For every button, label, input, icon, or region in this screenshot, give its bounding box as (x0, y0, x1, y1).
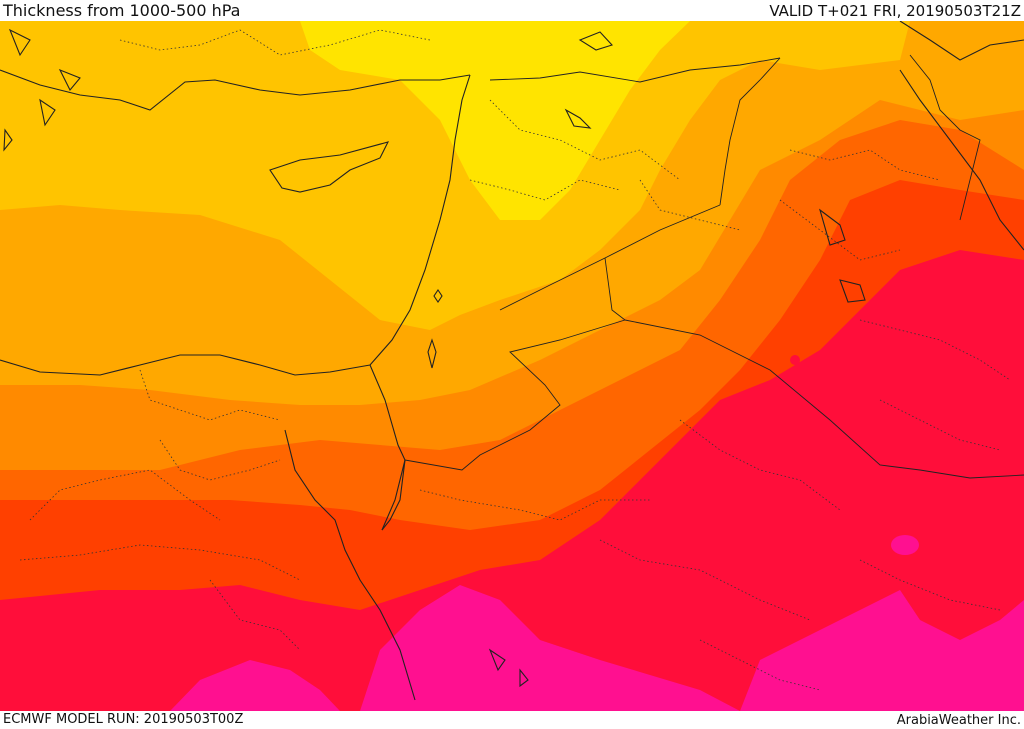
border-syria-iraq (719, 57, 781, 206)
border-jordan-iraq (604, 257, 626, 321)
border-iraq-saudi (624, 319, 1024, 479)
sea-of-galilee (433, 289, 443, 303)
levant-coast (369, 74, 471, 366)
coastlines (0, 21, 1024, 701)
caspian-edge (899, 21, 1024, 61)
admin-boundary (859, 559, 1001, 611)
band-fill-2 (0, 21, 910, 330)
admin-boundary (159, 439, 281, 481)
cyprus-outline (269, 141, 390, 193)
aegean-islands (3, 28, 81, 152)
admin-boundary (139, 369, 281, 421)
band-fill-7-cell (790, 355, 800, 365)
credit: ArabiaWeather Inc. (896, 713, 1021, 728)
bottom-bar: ECMWF MODEL RUN: 20190503T00Z ArabiaWeat… (0, 711, 1024, 729)
band-fill-8-west (170, 660, 340, 711)
turkey-south-coast (0, 69, 471, 111)
admin-boundary (789, 149, 941, 181)
gulf-of-aqaba (381, 459, 406, 531)
admin-boundary (29, 469, 221, 521)
egypt-north-coast (0, 354, 371, 376)
map-title: Thickness from 1000-500 hPa (3, 1, 241, 20)
lake-van (578, 31, 613, 51)
band-fill-8-cell (891, 535, 919, 555)
admin-boundaries (19, 29, 1011, 691)
admin-boundary (209, 579, 301, 651)
band-fill-8-east (740, 590, 1024, 711)
valid-time: VALID T+021 FRI, 20190503T21Z (769, 2, 1021, 20)
thickness-map (0, 21, 1024, 711)
band-fill-7 (0, 250, 1024, 711)
band-fill-8 (360, 585, 740, 711)
marsh-outline (819, 208, 866, 303)
border-turkey-syria (489, 57, 781, 83)
gulf-of-suez (284, 429, 416, 701)
model-run: ECMWF MODEL RUN: 20190503T00Z (3, 712, 244, 727)
band-fill-1 (300, 21, 690, 220)
top-bar: Thickness from 1000-500 hPa VALID T+021 … (0, 0, 1024, 21)
international-borders (404, 54, 1024, 479)
admin-boundary (679, 419, 841, 511)
border-iraq-iran (909, 54, 981, 221)
lake-assad (564, 108, 592, 129)
dead-sea (427, 338, 437, 369)
admin-boundary (779, 199, 901, 261)
gulf-coast (899, 69, 1024, 251)
sinai-outline (369, 364, 406, 531)
red-sea-islands (488, 648, 529, 688)
admin-boundary (639, 179, 741, 231)
admin-boundary (419, 489, 650, 521)
border-jordan-saudi (404, 319, 626, 471)
